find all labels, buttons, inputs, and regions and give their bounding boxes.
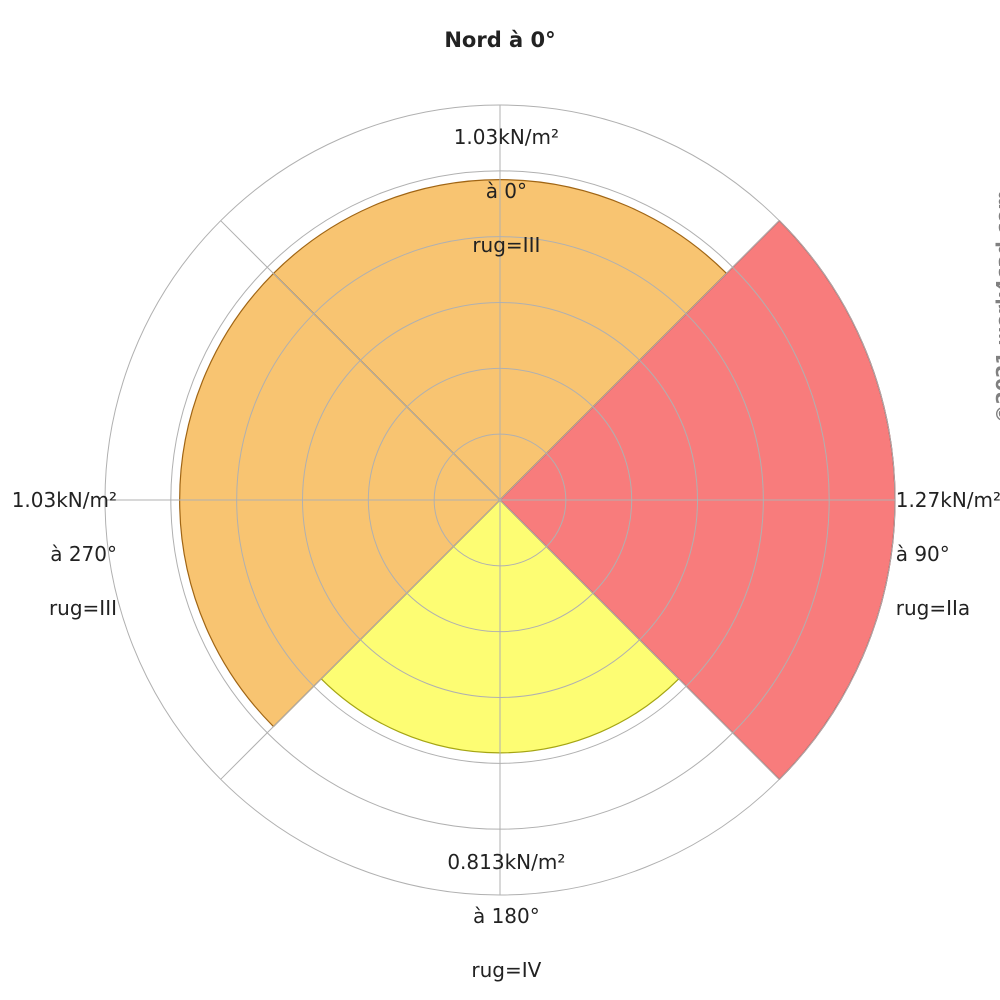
axis-label-line: rug=III bbox=[472, 233, 540, 257]
axis-label-line: à 270° bbox=[50, 542, 117, 566]
axis-label-north: 1.03kN/m² à 0° rug=III bbox=[430, 97, 570, 259]
axis-label-line: rug=IV bbox=[471, 958, 541, 982]
axis-label-line: rug=IIa bbox=[896, 596, 970, 620]
axis-label-line: 0.813kN/m² bbox=[447, 850, 565, 874]
axis-label-line: 1.27kN/m² bbox=[896, 488, 1000, 512]
axis-label-line: 1.03kN/m² bbox=[454, 125, 559, 149]
axis-label-line: à 0° bbox=[486, 179, 527, 203]
axis-label-line: à 180° bbox=[473, 904, 540, 928]
axis-label-west: 1.03kN/m² à 270° rug=III bbox=[0, 460, 117, 622]
axis-label-line: à 90° bbox=[896, 542, 950, 566]
axis-label-south: 0.813kN/m² à 180° rug=IV bbox=[430, 822, 570, 984]
axis-label-east: 1.27kN/m² à 90° rug=IIa bbox=[883, 460, 1000, 622]
axis-label-line: 1.03kN/m² bbox=[12, 488, 117, 512]
axis-label-line: rug=III bbox=[49, 596, 117, 620]
